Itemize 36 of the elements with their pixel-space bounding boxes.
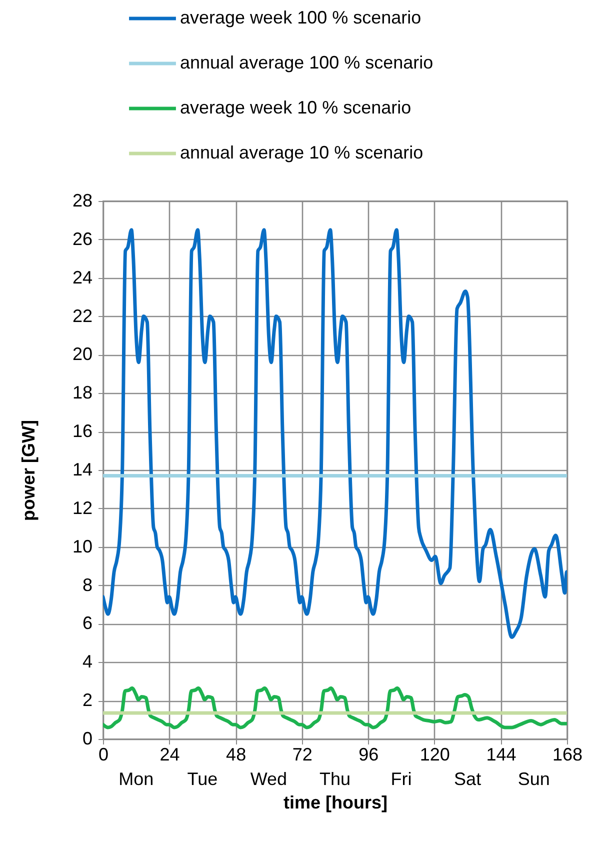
y-tick-label: 10: [72, 536, 92, 556]
y-tick-label: 22: [72, 306, 92, 326]
y-tick-label: 4: [82, 652, 92, 672]
y-tick-label: 20: [72, 344, 92, 364]
x-tick-label: 72: [292, 744, 312, 764]
x-tick-label: 144: [486, 744, 516, 764]
y-tick-label: 8: [82, 574, 92, 595]
y-tick-label: 0: [82, 728, 92, 748]
legend-label: average week 10 % scenario: [180, 98, 412, 118]
legend-label: annual average 100 % scenario: [180, 52, 434, 72]
y-axis-title: power [GW]: [18, 420, 38, 521]
y-tick-label: 16: [72, 421, 92, 442]
y-tick-label: 18: [72, 382, 92, 403]
y-tick-label: 26: [72, 228, 92, 249]
y-tick-label: 6: [82, 613, 92, 634]
x-axis-title: time [hours]: [283, 792, 388, 812]
y-tick-label: 14: [72, 460, 92, 480]
x-tick-label: 96: [358, 744, 379, 764]
x-tick-label: 0: [98, 744, 109, 764]
y-tick-label: 24: [72, 267, 92, 288]
y-tick-label: 28: [72, 190, 92, 210]
text: Wed: [250, 769, 288, 789]
x-tick-label: 24: [160, 744, 180, 764]
text: Tue: [187, 769, 218, 789]
y-tick-label: 12: [72, 498, 92, 518]
y-tick-label: 2: [82, 690, 92, 710]
x-tick-label: 168: [552, 744, 583, 764]
text: Sat: [454, 769, 482, 789]
legend-label: average week 100 % scenario: [180, 8, 422, 28]
text: Mon: [118, 769, 154, 789]
x-tick-label: 120: [420, 744, 450, 764]
text: Thu: [319, 769, 351, 789]
legend-label: annual average 10 % scenario: [180, 142, 424, 162]
text: Fri: [390, 769, 412, 789]
x-tick-label: 48: [226, 744, 246, 764]
text: Sun: [518, 769, 550, 789]
